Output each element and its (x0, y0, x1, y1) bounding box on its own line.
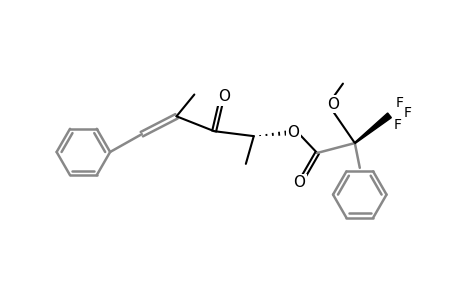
Text: F: F (395, 96, 403, 110)
Text: O: O (287, 125, 299, 140)
Text: F: F (403, 106, 410, 120)
Text: O: O (218, 89, 230, 104)
Text: O: O (326, 97, 338, 112)
Polygon shape (354, 113, 391, 143)
Text: O: O (293, 175, 305, 190)
Text: F: F (392, 118, 401, 132)
